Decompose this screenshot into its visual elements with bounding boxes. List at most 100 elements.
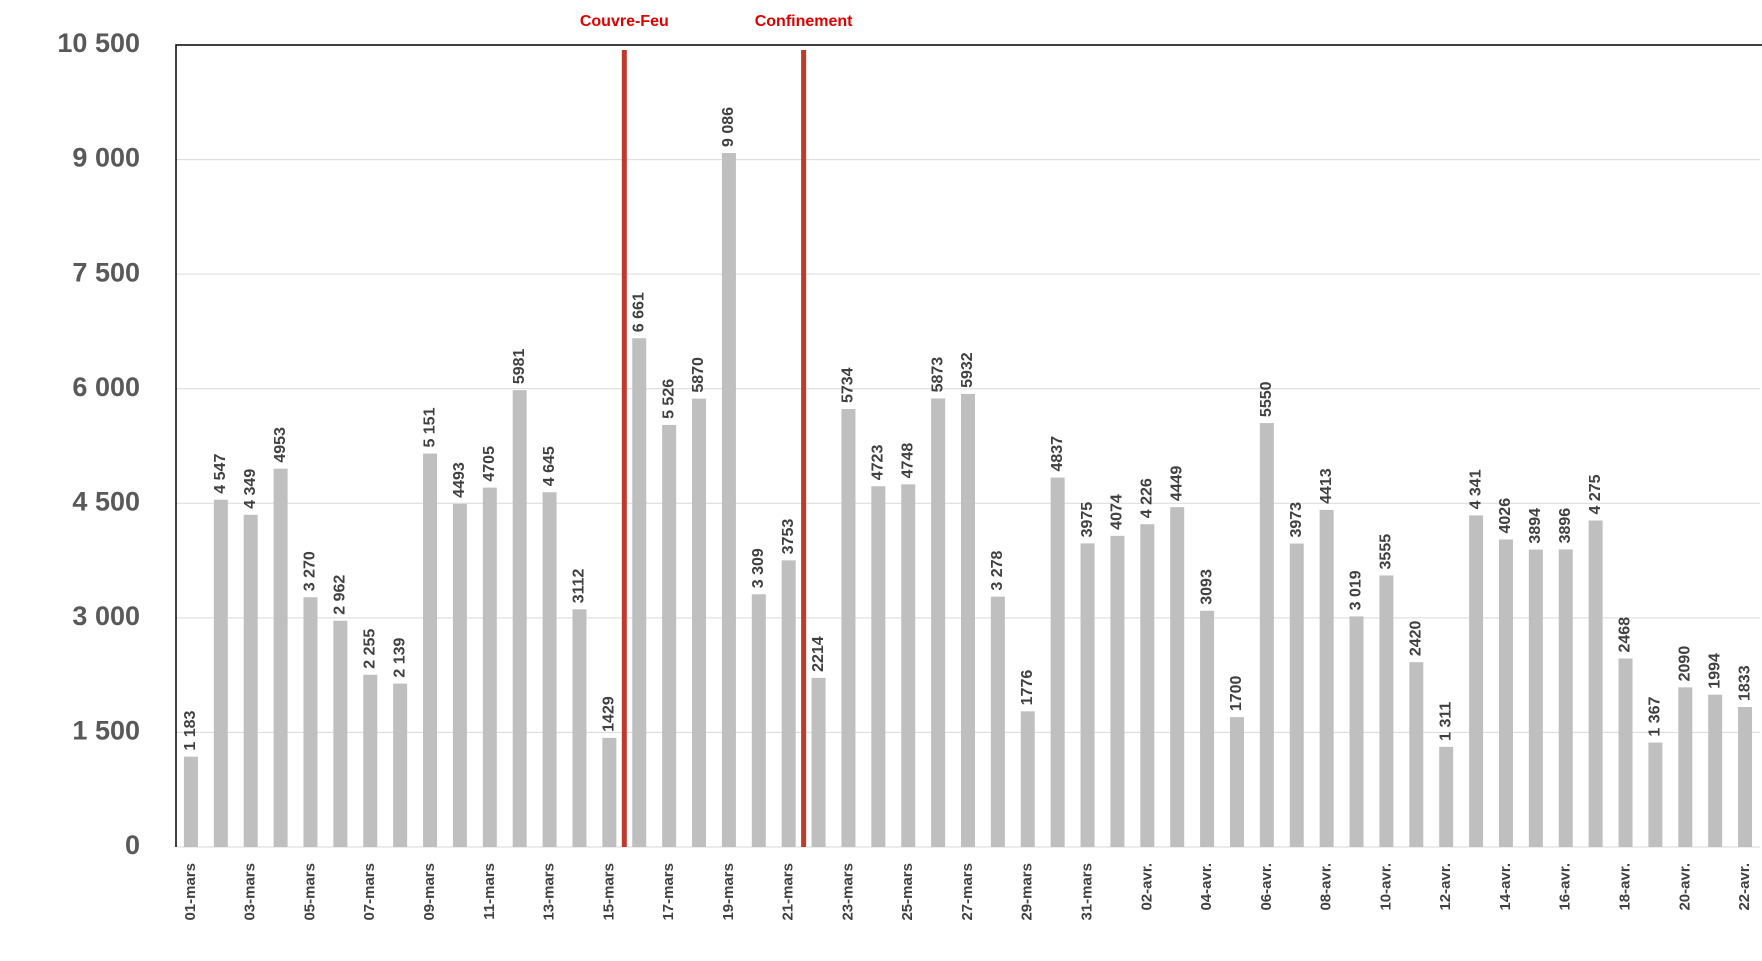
bar [1588,520,1603,847]
bar [482,487,497,847]
value-label: 4 275 [1587,474,1604,514]
bar [1289,543,1304,847]
bar [363,674,378,847]
value-label: 5981 [511,348,528,384]
y-tick-label: 10 500 [57,28,140,58]
value-label: 3896 [1557,508,1574,544]
bar [841,409,856,847]
bar [1558,549,1573,847]
bar [692,398,707,847]
x-tick-label: 12-avr. [1437,863,1454,911]
x-tick-label: 10-avr. [1377,863,1394,911]
bar [213,499,228,847]
bar [333,620,348,847]
bar [243,514,258,847]
x-tick-label: 21-mars [780,863,797,921]
bar [1319,509,1334,847]
bar [1439,746,1454,847]
value-label: 4 645 [541,446,558,486]
x-tick-label: 20-avr. [1676,863,1693,911]
bar [721,153,736,847]
y-tick-label: 9 000 [72,143,140,173]
event-label: Confinement [755,13,853,30]
x-tick-label: 07-mars [361,863,378,921]
value-label: 3975 [1079,502,1096,538]
value-label: 2420 [1408,620,1425,656]
y-tick-label: 6 000 [72,372,140,402]
value-label: 3 309 [750,548,767,588]
x-tick-label: 15-mars [600,863,617,921]
value-label: 1700 [1228,675,1245,711]
value-label: 3093 [1198,569,1215,605]
bar [931,398,946,847]
bar [1409,662,1424,847]
value-label: 4 341 [1467,469,1484,509]
bar [1229,717,1244,847]
bar [273,468,288,847]
x-tick-label: 03-mars [242,863,259,921]
bar [1110,535,1125,847]
bar [1708,694,1723,847]
x-tick-label: 06-avr. [1258,863,1275,911]
x-tick-label: 25-mars [899,863,916,921]
bar [303,597,318,847]
bar [751,594,766,847]
value-label: 2 962 [332,575,349,615]
value-label: 1833 [1736,665,1753,701]
value-label: 5 151 [421,407,438,447]
value-label: 4 226 [1139,478,1156,518]
x-tick-label: 13-mars [541,863,558,921]
bar [1469,515,1484,847]
bar [1678,687,1693,847]
bar [572,609,587,847]
y-tick-label: 3 000 [72,601,140,631]
x-tick-label: 01-mars [182,863,199,921]
value-label: 4 349 [242,469,259,509]
value-label: 1429 [601,696,618,732]
bar [990,596,1005,847]
x-tick-label: 19-mars [720,863,737,921]
x-tick-label: 16-avr. [1557,863,1574,911]
x-tick-label: 29-mars [1019,863,1036,921]
value-label: 4837 [1049,436,1066,472]
bar [1379,575,1394,847]
bar [1170,507,1185,847]
bar [1140,524,1155,847]
event-label: Couvre-Feu [580,13,669,30]
bar [423,453,438,847]
x-tick-label: 23-mars [839,863,856,921]
value-label: 4493 [451,462,468,498]
bar [602,737,617,847]
value-label: 4413 [1318,468,1335,504]
value-label: 9 086 [720,107,737,147]
x-tick-label: 11-mars [481,863,498,920]
value-label: 3973 [1288,502,1305,538]
value-label: 1776 [1019,670,1036,706]
value-label: 3894 [1527,508,1544,544]
x-tick-label: 09-mars [421,863,438,921]
value-label: 3555 [1378,534,1395,570]
bar [1738,706,1753,847]
bar [1200,610,1215,847]
x-tick-label: 27-mars [959,863,976,921]
value-label: 4953 [272,427,289,463]
value-label: 1 183 [182,711,199,751]
bar [662,424,677,847]
value-label: 5734 [840,367,857,403]
y-tick-label: 1 500 [72,716,140,746]
value-label: 2090 [1677,646,1694,682]
value-label: 1994 [1706,653,1723,689]
value-label: 5 526 [660,379,677,419]
x-tick-label: 18-avr. [1616,863,1633,911]
value-label: 4705 [481,446,498,482]
bar [781,560,796,847]
x-tick-label: 02-avr. [1138,863,1155,911]
bar [452,503,467,847]
x-tick-label: 22-avr. [1736,863,1753,911]
x-tick-label: 05-mars [301,863,318,921]
value-label: 3 278 [989,550,1006,590]
x-tick-label: 14-avr. [1497,863,1514,911]
plot-frame [175,44,1762,847]
value-label: 2 139 [391,637,408,677]
